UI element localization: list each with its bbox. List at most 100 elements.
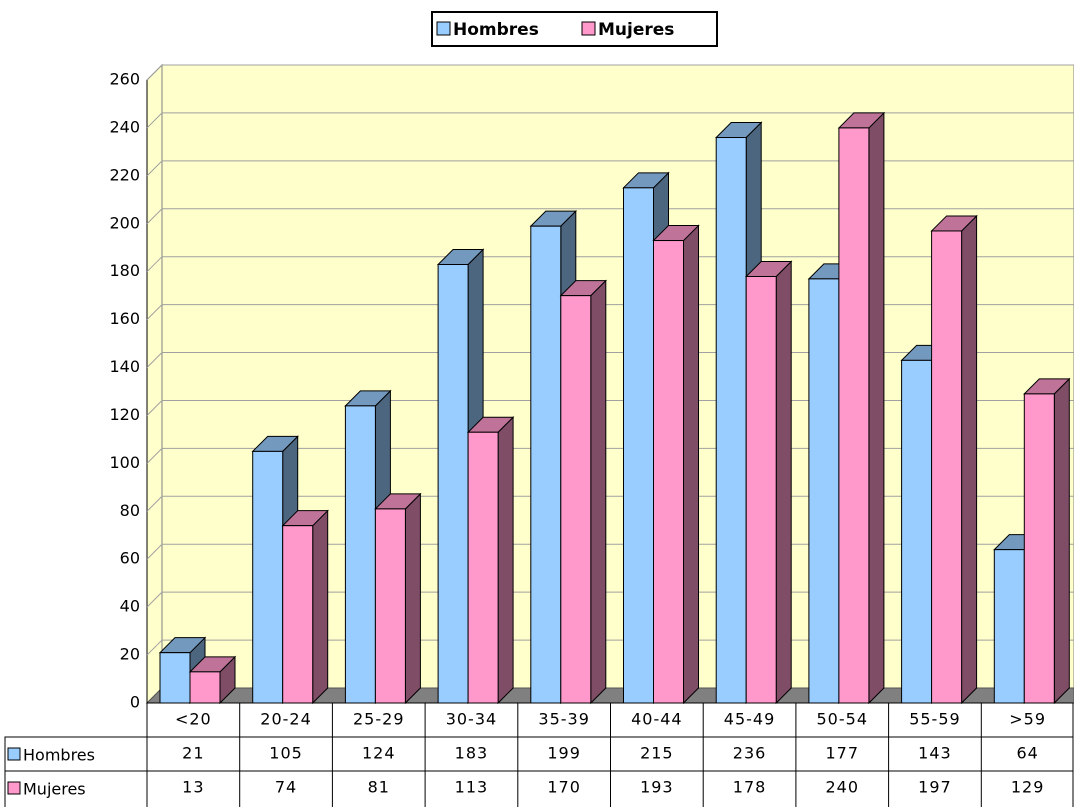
x-tick-label: <20 bbox=[175, 710, 212, 729]
bar-side bbox=[868, 111, 885, 705]
bar-front bbox=[344, 405, 376, 704]
bar bbox=[559, 279, 608, 705]
table-value: 21 bbox=[182, 744, 204, 763]
legend: Hombres Mujeres bbox=[431, 11, 718, 47]
legend-box bbox=[431, 11, 718, 47]
table-value: 143 bbox=[918, 744, 952, 763]
bar-front bbox=[993, 549, 1025, 704]
x-tick-label: 25-29 bbox=[353, 710, 405, 729]
table-value: 178 bbox=[733, 778, 767, 797]
x-tick-label: 20-24 bbox=[260, 710, 312, 729]
y-tick-label: 220 bbox=[109, 165, 140, 184]
bar-front bbox=[282, 525, 314, 704]
side-wall bbox=[146, 63, 163, 705]
bar-side bbox=[1053, 377, 1070, 705]
y-tick-label: 260 bbox=[109, 70, 140, 89]
y-tick-label: 40 bbox=[120, 597, 140, 616]
bar bbox=[1023, 377, 1071, 705]
bar-side bbox=[590, 279, 607, 705]
y-tick-label: 80 bbox=[120, 501, 140, 520]
grid-line bbox=[146, 256, 1074, 273]
bar bbox=[652, 224, 700, 705]
table-value: 105 bbox=[269, 744, 303, 763]
y-tick-label: 160 bbox=[109, 309, 140, 328]
x-tick-label: 55-59 bbox=[909, 710, 961, 729]
y-tick-label: 60 bbox=[120, 549, 140, 568]
bar-front bbox=[931, 230, 963, 704]
table-value: 197 bbox=[918, 778, 952, 797]
table-value: 74 bbox=[275, 778, 297, 797]
bar-front bbox=[1023, 393, 1055, 704]
bar-front bbox=[653, 240, 684, 704]
y-tick-label: 0 bbox=[130, 693, 140, 712]
bar-side bbox=[497, 416, 514, 705]
bar-side bbox=[961, 214, 978, 705]
legend-label: Mujeres bbox=[598, 20, 674, 40]
x-tick-label: 30-34 bbox=[446, 710, 498, 729]
grid-line bbox=[146, 160, 1074, 177]
table-value: 124 bbox=[362, 744, 396, 763]
bar-front bbox=[901, 359, 933, 704]
bar bbox=[188, 655, 237, 705]
bar-front bbox=[745, 275, 777, 704]
table-value: 193 bbox=[640, 778, 674, 797]
table-row bbox=[4, 770, 1074, 807]
bar-side bbox=[683, 224, 699, 705]
table-value: 240 bbox=[825, 778, 859, 797]
bar-side bbox=[775, 260, 792, 705]
y-tick-label: 180 bbox=[109, 261, 140, 280]
bar-front bbox=[374, 508, 406, 704]
bar-front bbox=[623, 187, 654, 704]
bar bbox=[374, 492, 422, 705]
table-value: 199 bbox=[547, 744, 581, 763]
y-tick-label: 20 bbox=[120, 645, 140, 664]
table-legend-swatch bbox=[7, 781, 21, 795]
table-value: 81 bbox=[368, 778, 390, 797]
bar-front bbox=[715, 137, 747, 704]
table-value: 215 bbox=[640, 744, 674, 763]
table-value: 64 bbox=[1016, 744, 1038, 763]
bar bbox=[281, 509, 329, 705]
bar-side bbox=[312, 509, 329, 705]
bar-front bbox=[808, 278, 840, 704]
x-tick-label: 40-44 bbox=[631, 710, 683, 729]
x-tick-label: 50-54 bbox=[817, 710, 869, 729]
table-value: 129 bbox=[1011, 778, 1045, 797]
table-row bbox=[4, 736, 1074, 772]
y-tick-label: 100 bbox=[109, 453, 140, 472]
legend-swatch bbox=[581, 21, 596, 36]
y-tick-label: 200 bbox=[109, 213, 140, 232]
bar-front bbox=[159, 652, 191, 704]
table-value: 170 bbox=[547, 778, 581, 797]
bar-front bbox=[189, 671, 221, 704]
table-value: 183 bbox=[455, 744, 489, 763]
bar-front bbox=[252, 450, 284, 704]
grid-line bbox=[146, 208, 1074, 225]
bar bbox=[930, 214, 978, 705]
bar-side bbox=[404, 492, 421, 705]
table-legend-label: Hombres bbox=[23, 746, 95, 765]
table-value: 113 bbox=[455, 778, 489, 797]
table-value: 13 bbox=[182, 778, 204, 797]
bar bbox=[837, 111, 886, 705]
bar bbox=[744, 260, 793, 705]
table-value: 177 bbox=[825, 744, 859, 763]
table-legend-swatch bbox=[7, 747, 21, 761]
y-tick-label: 140 bbox=[109, 357, 140, 376]
y-tick-label: 120 bbox=[109, 405, 140, 424]
bar-front bbox=[560, 295, 592, 704]
legend-label: Hombres bbox=[453, 20, 539, 40]
grid-line bbox=[146, 112, 1074, 129]
y-tick-label: 240 bbox=[109, 117, 140, 136]
bar-front bbox=[437, 264, 469, 704]
table-value: 236 bbox=[733, 744, 767, 763]
bar-front bbox=[530, 225, 562, 704]
bar-front bbox=[467, 431, 499, 704]
x-tick-label: >59 bbox=[1009, 710, 1046, 729]
bar bbox=[466, 416, 515, 705]
grid-line bbox=[146, 64, 1074, 81]
x-tick-label: 45-49 bbox=[724, 710, 776, 729]
bar-front bbox=[838, 127, 870, 704]
x-tick-label: 35-39 bbox=[538, 710, 590, 729]
